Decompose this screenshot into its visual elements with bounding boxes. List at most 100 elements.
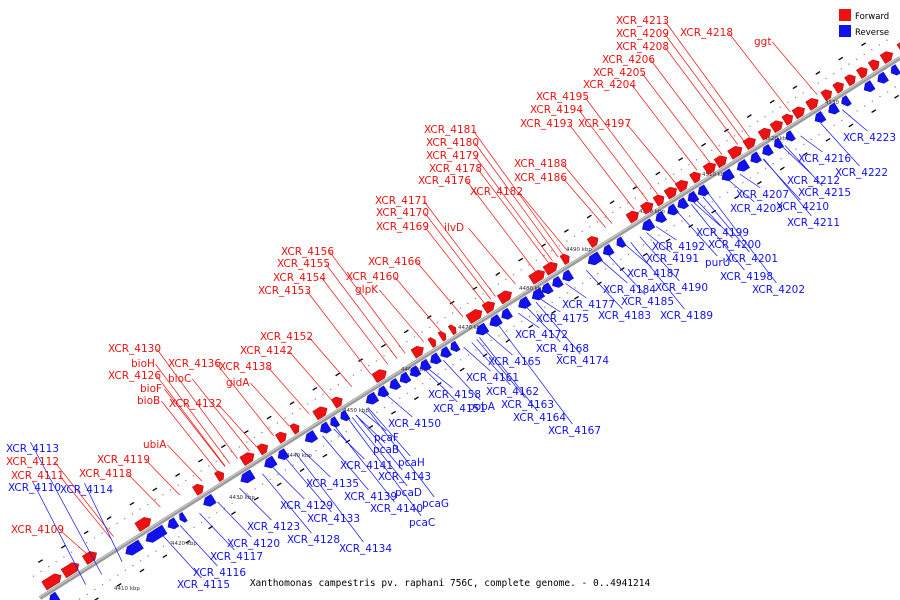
gene-labels: XCR_4213XCR_4218ggtXCR_4209XCR_4208XCR_4…: [6, 15, 896, 591]
axis-tick-mark: [243, 430, 249, 434]
forward-label-leader: [641, 72, 710, 163]
axis-tick-mark: [665, 238, 671, 243]
axis-tick-mark: [541, 243, 546, 248]
axis-tick-mark: [129, 501, 135, 506]
axis-tick-mark: [345, 439, 351, 444]
forward-guide-dot: [794, 96, 797, 99]
forward-gene-arrow: [769, 120, 783, 134]
forward-gene-arrow: [496, 290, 512, 305]
forward-gene-arrow: [275, 431, 287, 444]
axis-tick-mark: [861, 42, 867, 47]
reverse-gene-arrow: [677, 197, 690, 210]
forward-label-leader: [474, 142, 559, 258]
forward-guide-dot: [718, 144, 721, 147]
forward-guide-dot: [185, 479, 187, 482]
reverse-gene-arrow: [49, 591, 61, 600]
forward-guide-dot: [878, 44, 881, 46]
forward-gene-arrow: [674, 179, 689, 193]
reverse-label-leader: [601, 260, 628, 284]
reverse-label-leader: [517, 312, 540, 329]
forward-guide-dot: [307, 403, 309, 405]
forward-guide-dot: [413, 336, 416, 338]
forward-gene-arrow: [844, 74, 856, 87]
reverse-guide-dot: [886, 91, 889, 93]
forward-guide-dot: [833, 73, 835, 75]
reverse-gene-label: XCR_4120: [227, 538, 280, 550]
forward-gene-label: XCR_4155: [277, 258, 330, 270]
reverse-gene-arrow: [814, 111, 827, 123]
forward-gene-arrow: [465, 309, 483, 324]
reverse-gene-label: XCR_4184: [603, 284, 656, 296]
forward-label-leader: [379, 289, 424, 342]
genome-caption: Xanthomonas campestris pv. raphani 756C,…: [250, 578, 651, 589]
axis-tick-mark: [266, 415, 272, 420]
reverse-guide-dot: [894, 86, 896, 88]
reverse-guide-dot: [711, 201, 713, 203]
reverse-guide-dot: [475, 349, 477, 351]
reverse-gene-label: XCR_4133: [307, 513, 360, 525]
reverse-gene-label: XCR_4110: [8, 482, 61, 494]
forward-guide-dot: [147, 503, 149, 506]
forward-guide-dot: [733, 135, 736, 137]
reverse-guide-dot: [719, 196, 721, 198]
reverse-label-leader: [425, 370, 458, 403]
forward-gene-label: XCR_4171: [375, 195, 428, 207]
forward-gene-arrow: [447, 324, 457, 336]
reverse-gene-label: XCR_4210: [776, 201, 829, 213]
forward-label-leader: [664, 33, 744, 142]
forward-guide-dot: [124, 518, 126, 520]
reverse-guide-dot: [322, 445, 325, 447]
reverse-guide-dot: [559, 296, 561, 299]
reverse-label-leader: [428, 368, 453, 389]
forward-gene-arrow: [528, 269, 545, 285]
reverse-gene-arrow: [736, 158, 751, 172]
reverse-gene-label: XCR_4187: [627, 268, 680, 280]
reverse-gene-label: pcaD: [395, 487, 422, 499]
forward-label-leader: [416, 261, 464, 318]
forward-label-leader: [472, 129, 563, 255]
forward-label-leader: [578, 109, 649, 202]
reverse-guide-dot: [543, 306, 546, 308]
forward-label-leader: [772, 41, 818, 95]
reverse-gene-label: XCR_4161: [466, 372, 519, 384]
axis-tick-mark: [551, 310, 557, 314]
axis-tick-mark: [848, 123, 854, 128]
reverse-gene-label: pcaC: [409, 517, 435, 529]
forward-gene-label: bioH: [131, 358, 155, 370]
reverse-guide-dot: [269, 478, 271, 481]
reverse-label-leader: [300, 449, 331, 478]
forward-label-leader: [155, 363, 230, 464]
reverse-gene-label: XCR_4189: [660, 310, 713, 322]
reverse-label-leader: [217, 501, 252, 538]
forward-guide-dot: [695, 159, 698, 161]
reverse-label-leader: [486, 332, 513, 356]
forward-guide-dot: [474, 297, 477, 300]
reverse-label-leader: [535, 301, 581, 355]
reverse-gene-label: XCR_4117: [210, 551, 263, 563]
reverse-label-leader: [565, 283, 587, 299]
reverse-guide-dot: [612, 263, 614, 265]
forward-gene-label: XCR_4180: [426, 137, 479, 149]
axis-tick-mark: [152, 487, 158, 492]
forward-label-leader: [650, 59, 723, 155]
reverse-label-leader: [471, 342, 511, 386]
reverse-guide-dot: [604, 268, 607, 270]
forward-gene-arrow: [702, 162, 717, 176]
reverse-label-leader: [476, 338, 526, 399]
forward-guide-dot: [573, 235, 576, 238]
forward-guide-dot: [93, 537, 96, 539]
reverse-gene-label: XCR_4140: [370, 503, 423, 515]
axis-tick-mark: [482, 353, 488, 358]
forward-gene-label: XCR_4112: [6, 456, 59, 468]
axis-kbp-label: 4470 kbp: [458, 325, 484, 331]
reverse-guide-dot: [513, 325, 515, 327]
axis-tick-mark: [335, 372, 341, 377]
reverse-guide-dot: [650, 239, 652, 241]
forward-gene-label: XCR_4182: [470, 186, 523, 198]
reverse-label-leader: [498, 325, 573, 425]
reverse-guide-dot: [582, 282, 584, 284]
axis-tick-mark: [655, 171, 661, 176]
reverse-label-leader: [784, 145, 823, 187]
axis-tick-mark: [586, 214, 592, 219]
forward-guide-dot: [467, 302, 469, 305]
